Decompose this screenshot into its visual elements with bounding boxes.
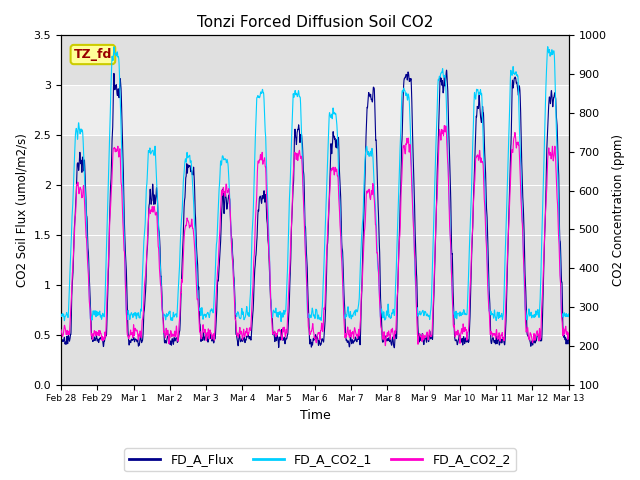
Title: Tonzi Forced Diffusion Soil CO2: Tonzi Forced Diffusion Soil CO2 (196, 15, 433, 30)
Text: TZ_fd: TZ_fd (74, 48, 112, 61)
X-axis label: Time: Time (300, 409, 330, 422)
Y-axis label: CO2 Concentration (ppm): CO2 Concentration (ppm) (612, 134, 625, 286)
Bar (61, 85, 569, 135)
Y-axis label: CO2 Soil Flux (umol/m2/s): CO2 Soil Flux (umol/m2/s) (15, 133, 28, 287)
Legend: FD_A_Flux, FD_A_CO2_1, FD_A_CO2_2: FD_A_Flux, FD_A_CO2_1, FD_A_CO2_2 (124, 448, 516, 471)
